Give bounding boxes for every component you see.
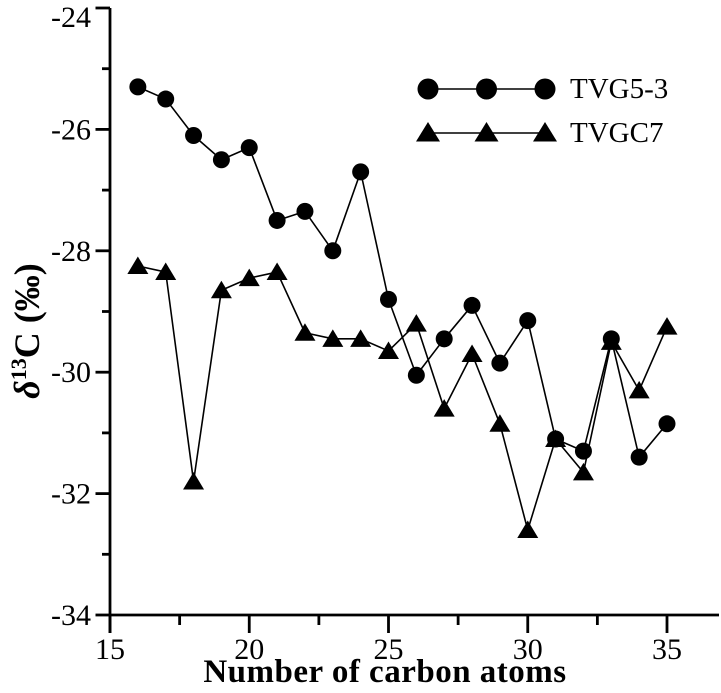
data-point-circle [129, 78, 147, 96]
data-point-triangle [656, 317, 678, 335]
data-point-triangle [545, 429, 567, 447]
data-point-circle [212, 151, 230, 169]
data-point-triangle [350, 329, 372, 347]
data-point-circle [491, 354, 509, 372]
data-point-triangle [183, 471, 205, 490]
x-tick-label: 20 [234, 633, 264, 666]
data-point-circle [157, 90, 175, 108]
data-point-triangle [533, 122, 557, 142]
data-point-triangle [517, 520, 539, 539]
data-point-triangle [155, 262, 177, 281]
data-point-circle [352, 163, 370, 181]
data-point-circle [380, 290, 397, 308]
data-point-triangle [294, 323, 316, 341]
x-tick-label: 35 [652, 633, 682, 666]
y-tick-label: -28 [51, 235, 91, 268]
data-point-triangle [600, 332, 622, 350]
data-point-circle [534, 78, 556, 100]
data-point-circle [407, 366, 425, 384]
legend-label-tvgc7: TVGC7 [570, 117, 664, 149]
x-tick-label: 30 [513, 633, 543, 666]
x-tick-label: 25 [374, 633, 404, 666]
data-point-triangle [572, 462, 594, 481]
data-point-circle [324, 242, 342, 260]
data-point-circle [185, 126, 203, 144]
data-point-triangle [433, 399, 455, 417]
data-point-triangle [489, 414, 511, 432]
data-point-circle [476, 78, 497, 100]
data-point-circle [463, 296, 481, 314]
data-point-triangle [628, 380, 650, 399]
data-point-circle [268, 211, 286, 229]
data-point-triangle [378, 341, 399, 359]
data-point-circle [240, 139, 258, 157]
data-point-circle [630, 448, 648, 466]
y-axis-title: δ13C (‰) [5, 211, 49, 451]
data-point-triangle [238, 268, 260, 287]
legend-markers-group [416, 78, 557, 142]
y-tick-label: -26 [51, 113, 91, 146]
series-line-tvgc7 [137, 265, 668, 531]
data-point-circle [519, 312, 537, 330]
x-axis-title: Number of carbon atoms [203, 654, 567, 690]
delta-symbol: δ [7, 380, 47, 399]
series-tvgc7 [127, 256, 678, 539]
data-point-circle [417, 78, 439, 100]
data-point-circle [435, 330, 453, 348]
data-point-circle [296, 202, 314, 220]
data-point-triangle [266, 262, 288, 281]
y-axis-title-suffix: C (‰) [7, 263, 47, 359]
x-tick-label: 15 [95, 633, 125, 666]
y-tick-label: -32 [51, 478, 91, 511]
y-axis-title-superscript: 13 [6, 358, 31, 381]
data-point-triangle [322, 329, 344, 347]
data-point-triangle [461, 344, 483, 362]
axes-group [95, 6, 719, 633]
y-tick-label: -34 [51, 599, 91, 632]
data-point-triangle [405, 314, 427, 332]
y-tick-label: -24 [51, 1, 91, 34]
data-point-triangle [127, 256, 149, 274]
data-point-triangle [210, 280, 232, 299]
y-tick-label: -30 [51, 356, 91, 389]
data-point-circle [658, 415, 676, 433]
legend-label-tvg5-3: TVG5-3 [570, 73, 669, 105]
data-point-triangle [474, 122, 499, 142]
data-point-triangle [416, 122, 440, 142]
